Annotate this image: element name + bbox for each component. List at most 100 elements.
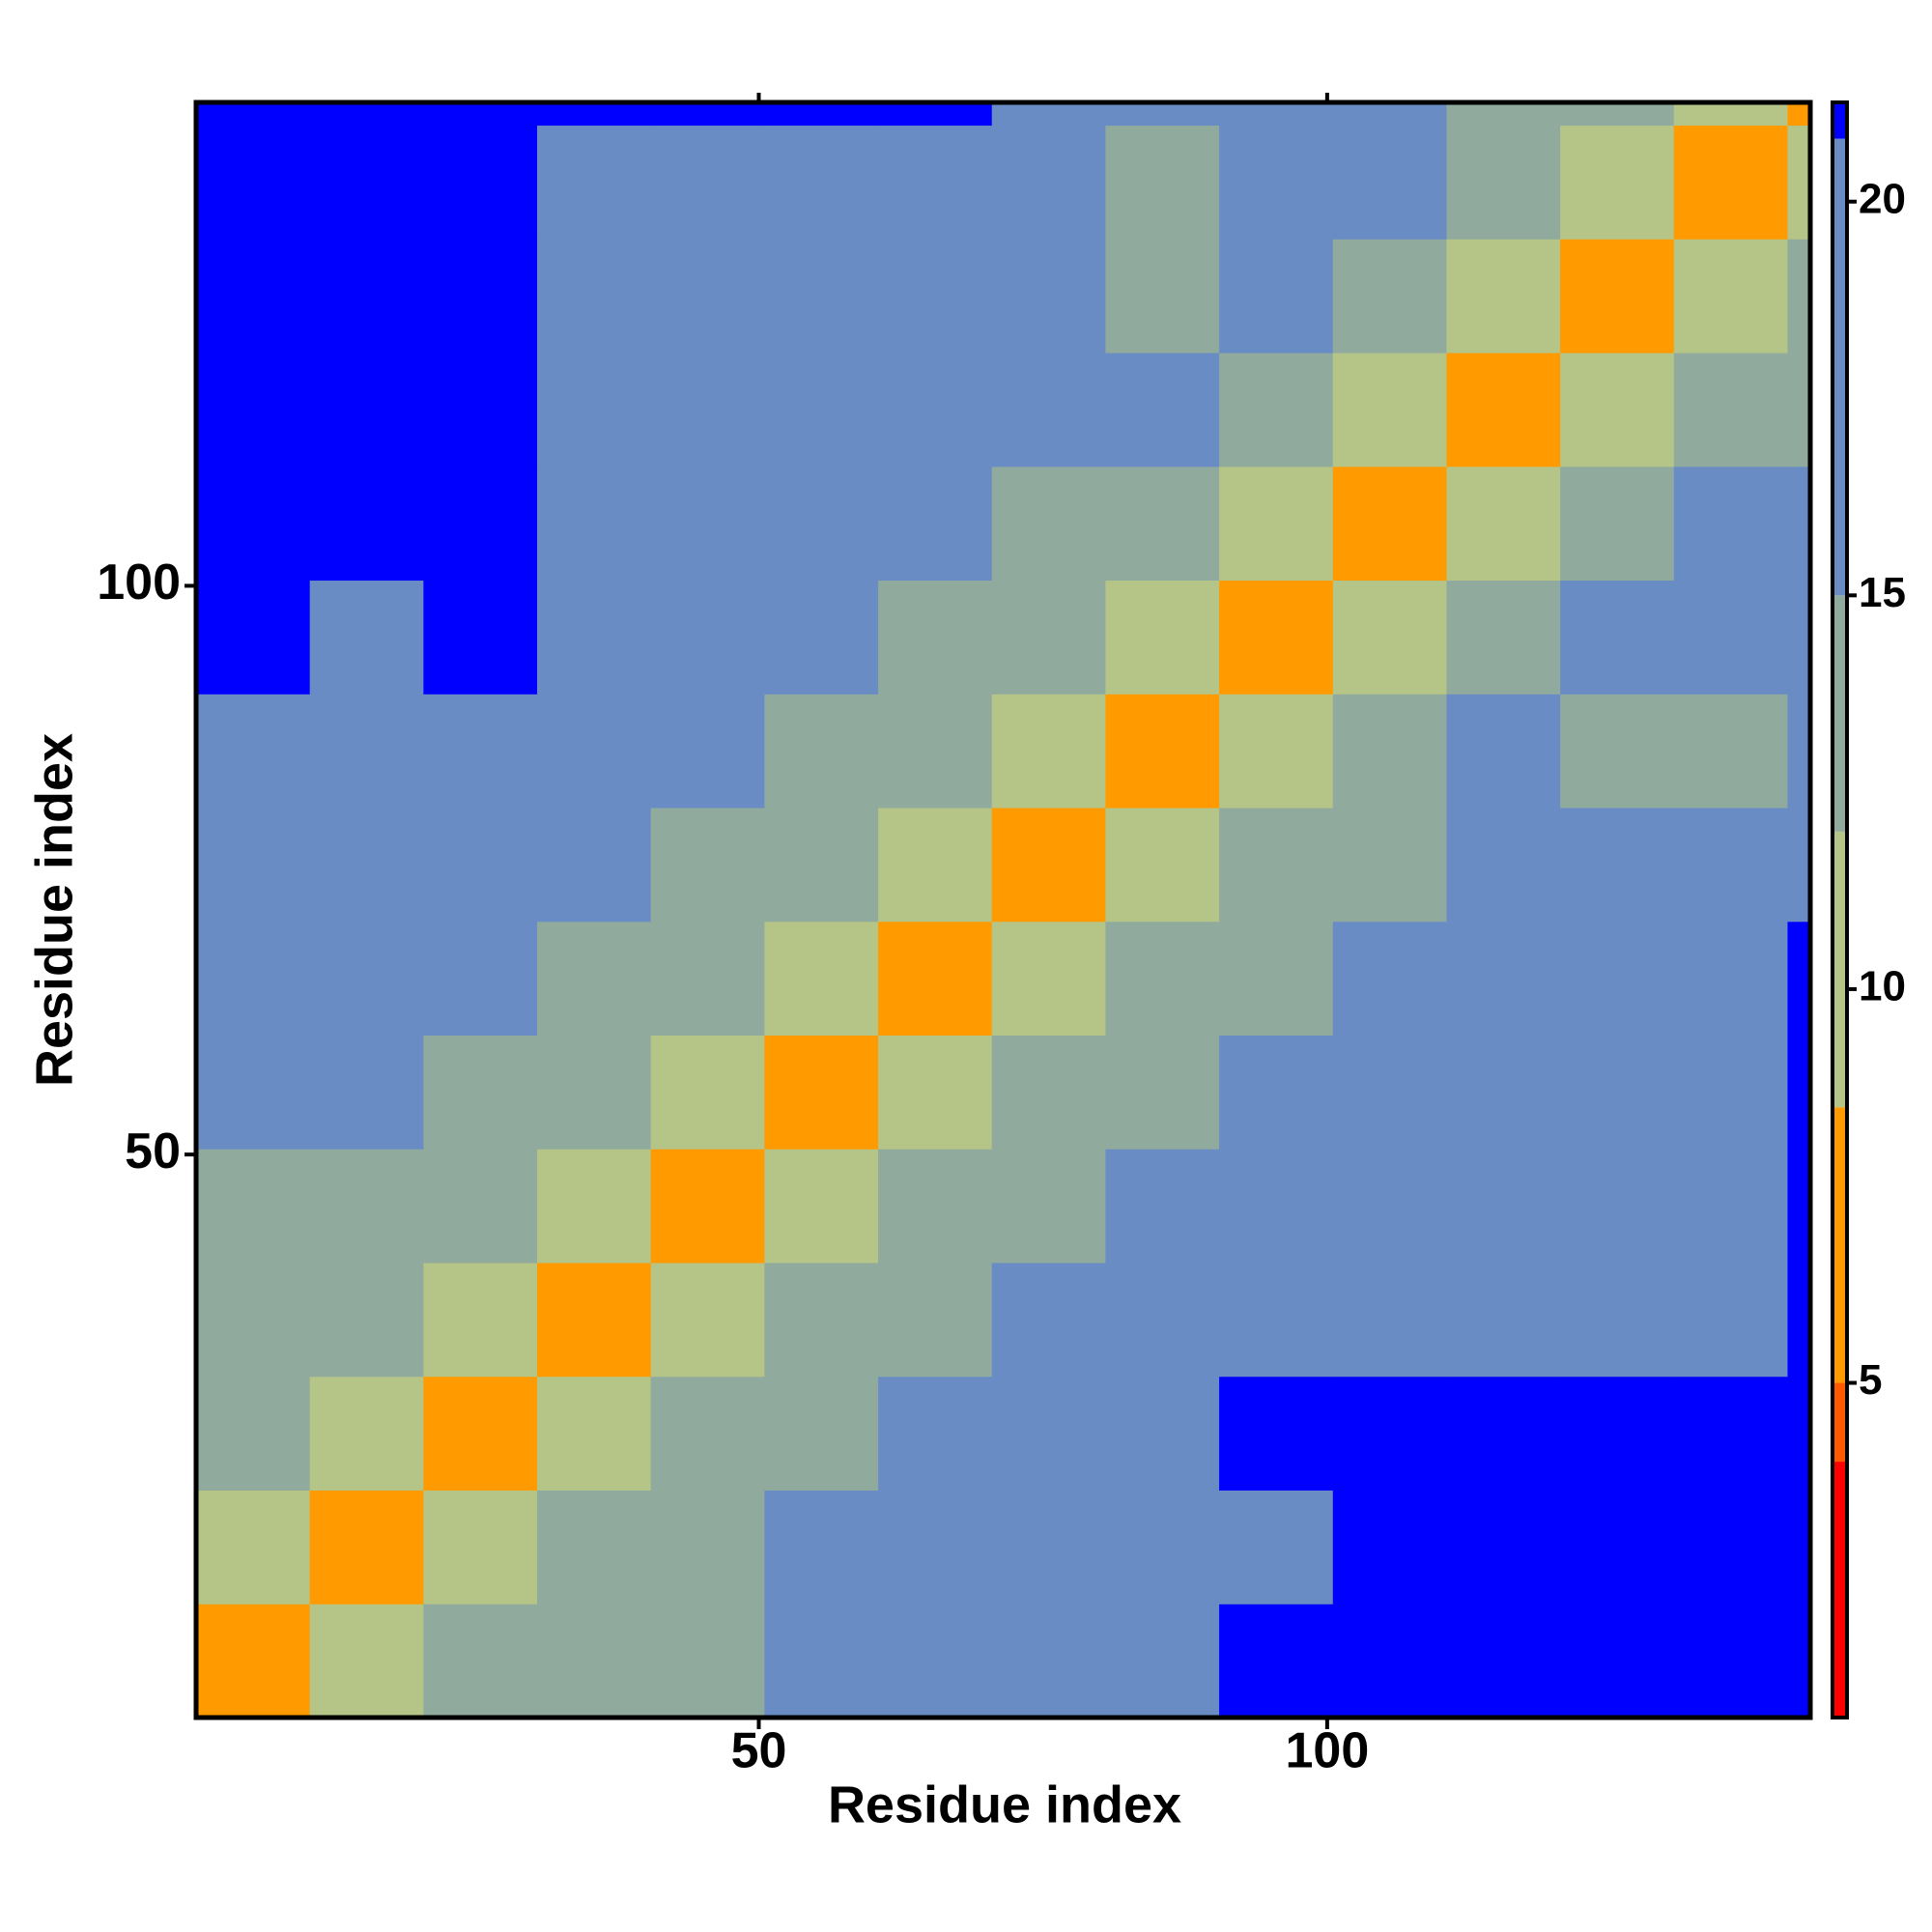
heatmap-cell	[1219, 1263, 1334, 1378]
heatmap-cell	[537, 353, 652, 468]
heatmap-cell	[650, 921, 765, 1037]
heatmap-cell	[764, 1149, 879, 1264]
heatmap-cell	[878, 921, 993, 1037]
heatmap-cell	[1105, 353, 1220, 468]
heatmap-cell	[1332, 694, 1447, 809]
heatmap-cell	[537, 1035, 652, 1150]
heatmap-cell	[650, 1490, 765, 1605]
heatmap-cell	[991, 102, 1106, 127]
heatmap-cell	[1673, 466, 1788, 582]
heatmap-cell	[650, 239, 765, 354]
heatmap-cell	[764, 353, 879, 468]
heatmap-cell	[423, 921, 538, 1037]
x-tick-label: 50	[731, 1723, 787, 1779]
heatmap-cell	[1332, 1035, 1447, 1150]
heatmap-cell	[1332, 808, 1447, 923]
colorbar-tick-label: 20	[1859, 175, 1906, 222]
heatmap-cell	[537, 1263, 652, 1378]
heatmap-cell	[196, 694, 311, 809]
heatmap-cell	[309, 808, 424, 923]
heatmap-cell	[1332, 1604, 1447, 1719]
heatmap-cell	[1560, 102, 1675, 127]
heatmap-cell	[764, 694, 879, 809]
heatmap-cell	[1332, 1263, 1447, 1378]
heatmap-cell	[878, 694, 993, 809]
heatmap-cell	[764, 1263, 879, 1378]
x-tick-label: 100	[1285, 1723, 1369, 1779]
heatmap-cell	[423, 239, 538, 354]
heatmap-cell	[1105, 1263, 1220, 1378]
heatmap-cell	[1446, 239, 1561, 354]
heatmap-cell	[991, 239, 1106, 354]
heatmap-cell	[537, 239, 652, 354]
heatmap-cell	[878, 239, 993, 354]
heatmap-cell	[1105, 125, 1220, 240]
colorbar-segment	[1833, 1382, 1847, 1463]
heatmap-cell	[423, 466, 538, 582]
heatmap-cell	[196, 102, 311, 127]
colorbar-segment	[1833, 102, 1847, 139]
heatmap-cell	[1332, 353, 1447, 468]
heatmap-cell	[991, 694, 1106, 809]
heatmap-cell	[537, 1490, 652, 1605]
heatmap-cell	[878, 808, 993, 923]
heatmap-cell	[1219, 921, 1334, 1037]
heatmap-cell	[309, 580, 424, 695]
heatmap-cell	[1219, 125, 1334, 240]
heatmap-cell	[196, 921, 311, 1037]
heatmap-cell	[309, 1604, 424, 1719]
heatmap-cell	[1787, 353, 1811, 468]
heatmap-cell	[1673, 239, 1788, 354]
heatmap-cell	[1219, 580, 1334, 695]
heatmap-cell	[650, 1149, 765, 1264]
heatmap-cell	[764, 125, 879, 240]
heatmap-cell	[1560, 1263, 1675, 1378]
heatmap-cell	[764, 466, 879, 582]
heatmap-cell	[878, 1604, 993, 1719]
heatmap-cell	[991, 125, 1106, 240]
colorbar-tick-label: 15	[1859, 569, 1906, 616]
heatmap-cell	[1787, 1604, 1811, 1719]
heatmap-cell	[196, 1149, 311, 1264]
heatmap-cell	[1446, 1149, 1561, 1264]
heatmap-cell	[1787, 1490, 1811, 1605]
heatmap-cell	[1673, 1376, 1788, 1492]
heatmap-cell	[878, 1490, 993, 1605]
heatmap-cell	[537, 125, 652, 240]
heatmap-cell	[1105, 1376, 1220, 1492]
heatmap-cell	[1219, 1490, 1334, 1605]
heatmap-cell	[196, 125, 311, 240]
heatmap-cell	[1560, 1376, 1675, 1492]
heatmap-cell	[309, 102, 424, 127]
heatmap-cell	[423, 1263, 538, 1378]
heatmap-cell	[991, 580, 1106, 695]
heatmap-cell	[1446, 1376, 1561, 1492]
heatmap-cell	[1105, 1604, 1220, 1719]
heatmap-cell	[1560, 580, 1675, 695]
heatmap-cell	[1105, 1035, 1220, 1150]
heatmap-cell	[650, 102, 765, 127]
heatmap-cell	[1673, 1149, 1788, 1264]
heatmap-cell	[537, 466, 652, 582]
heatmap-cell	[423, 353, 538, 468]
heatmap-cell	[1787, 102, 1811, 127]
heatmap-cell	[1560, 1490, 1675, 1605]
colorbar-segment	[1833, 595, 1847, 832]
heatmap-cell	[1219, 466, 1334, 582]
heatmap-cell	[1787, 694, 1811, 809]
colorbar-segment	[1833, 831, 1847, 1108]
heatmap-cell	[309, 1376, 424, 1492]
heatmap-cell	[764, 239, 879, 354]
heatmap-cell	[537, 1604, 652, 1719]
heatmap-cell	[650, 694, 765, 809]
heatmap-cell	[1673, 353, 1788, 468]
heatmap-cell	[878, 1376, 993, 1492]
heatmap-cell	[650, 353, 765, 468]
heatmap-cell	[650, 1604, 765, 1719]
heatmap-cell	[1673, 921, 1788, 1037]
heatmap-cell	[1219, 1149, 1334, 1264]
heatmap-cell	[196, 1263, 311, 1378]
colorbar-segment	[1833, 1462, 1847, 1718]
heatmap-cell	[1673, 808, 1788, 923]
